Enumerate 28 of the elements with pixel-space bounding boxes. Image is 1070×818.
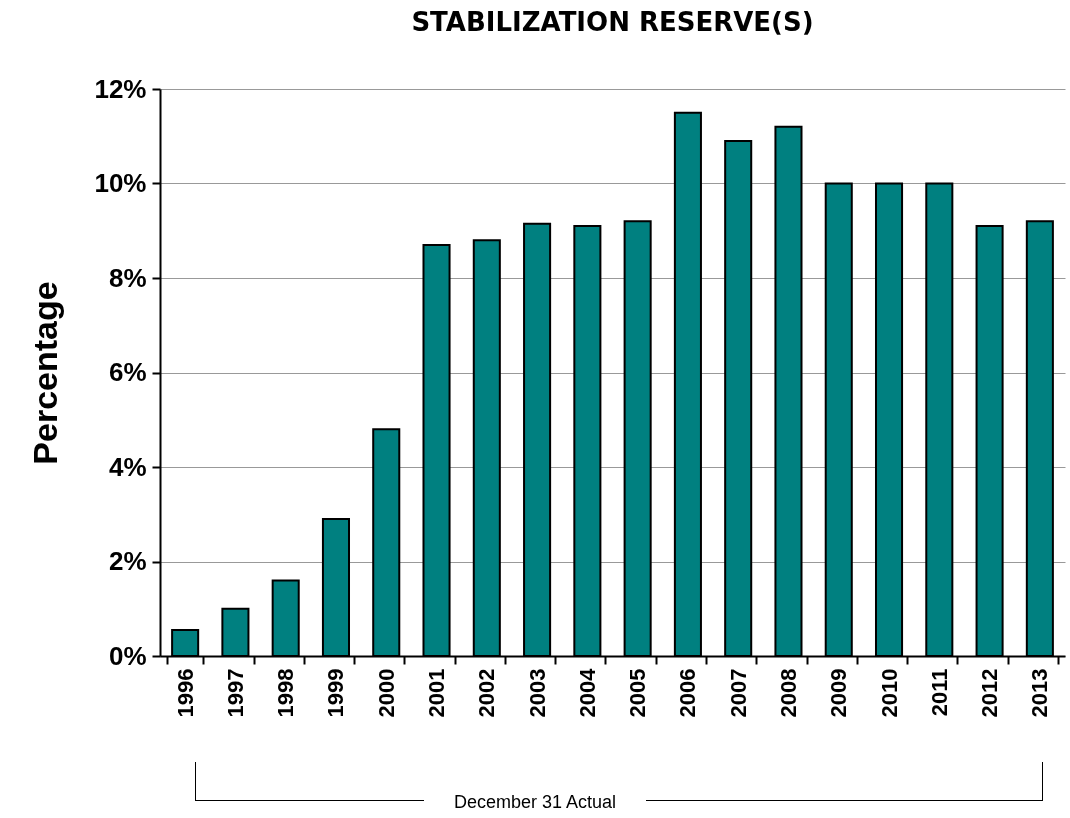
x-tick-label: 2005	[625, 668, 651, 718]
x-tick-label: 2013	[1027, 668, 1053, 718]
y-tick-label: 0%	[108, 640, 147, 671]
y-tick-label: 6%	[108, 357, 147, 387]
x-tick-label: 2000	[373, 668, 399, 718]
x-tick-label: 1996	[172, 668, 198, 718]
x-tick-label: 2004	[574, 667, 600, 718]
x-tick-label: 2007	[725, 668, 751, 718]
x-tick-label: 2008	[775, 668, 801, 718]
x-tick-label: 1998	[273, 668, 299, 718]
x-tick-label: 2003	[524, 668, 550, 718]
x-tick-label: 2009	[826, 668, 852, 718]
x-tick-label: 2011	[926, 668, 952, 717]
text: December 31 Actual	[423, 792, 647, 812]
x-tick-label: 2006	[675, 668, 701, 718]
y-tick-label: 2%	[108, 546, 147, 576]
x-tick-label: 2012	[977, 668, 1003, 718]
x-tick-label: 1999	[323, 668, 349, 718]
y-tick-label: 12%	[94, 73, 147, 104]
x-tick-label: 2010	[876, 668, 902, 718]
x-tick-label: 2001	[424, 668, 450, 718]
y-axis-title: Percentage	[26, 281, 65, 465]
y-tick-label: 4%	[108, 451, 147, 482]
y-tick-label: 8%	[108, 262, 147, 293]
chart-title: STABILIZATION RESERVE(S)	[411, 7, 814, 37]
y-tick-label: 10%	[94, 168, 147, 198]
x-tick-label: 1997	[222, 668, 248, 718]
x-tick-label: 2002	[474, 668, 500, 718]
